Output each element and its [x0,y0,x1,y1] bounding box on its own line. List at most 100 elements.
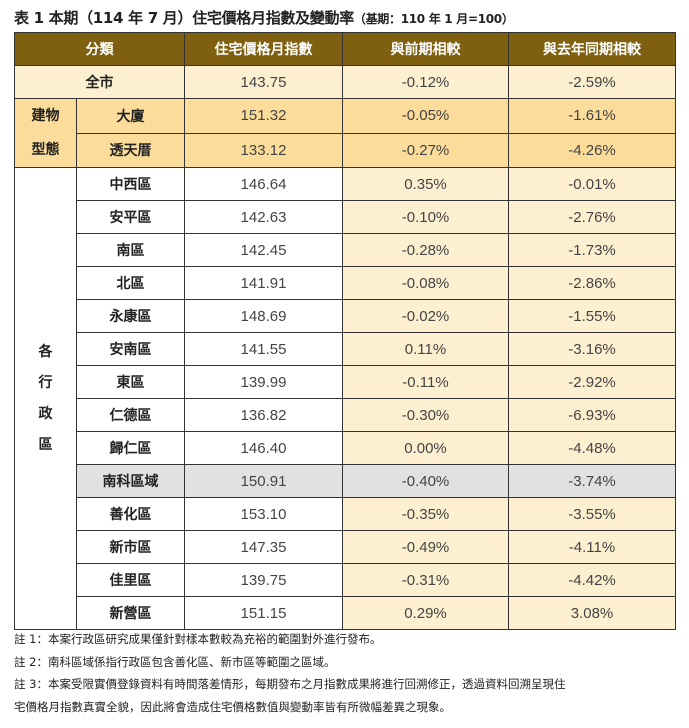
mom-value: 0.00% [342,431,509,465]
header-index: 住宅價格月指數 [184,32,343,66]
table-row: 建物型態 大廈 151.32 -0.05% -1.61% [14,98,676,168]
yoy-value: -3.55% [508,497,676,531]
row-name: 透天厝 [76,132,185,168]
yoy-value: -3.74% [508,464,676,498]
yoy-value: -3.16% [508,332,676,366]
index-value: 136.82 [184,398,343,432]
building-type-group-label: 建物 型態 [14,98,77,168]
row-name: 安平區 [76,200,185,234]
mom-value: -0.35% [342,497,509,531]
yoy-value: -1.73% [508,233,676,267]
table-row: 透天厝 133.12 -0.27% -4.26% [15,132,676,168]
row-name: 東區 [76,365,185,399]
header-yoy: 與去年同期相較 [508,32,676,66]
group-label-line: 型態 [31,142,60,158]
index-value: 142.63 [184,200,343,234]
mom-value: 0.29% [342,596,509,630]
row-name: 全市 [14,65,185,99]
header-category: 分類 [14,32,185,66]
mom-value: -0.11% [342,365,509,399]
table-row: 各行政區中西區 146.64 0.35% -0.01% [14,167,676,630]
row-name: 善化區 [76,497,185,531]
table-row: 仁德區 136.82 -0.30% -6.93% [15,398,676,432]
index-value: 139.99 [184,365,343,399]
yoy-value: -2.76% [508,200,676,234]
yoy-value: -4.26% [508,132,676,168]
yoy-value: -2.59% [508,65,676,99]
footnote: 宅價格月指數真實全貌，因此將會造成住宅價格數值與變動率皆有所微幅差異之現象。 [14,699,451,714]
row-name: 新營區 [76,596,185,630]
mom-value: -0.10% [342,200,509,234]
yoy-value: -4.48% [508,431,676,465]
footnotes: 註 1：本案行政區研究成果僅針對樣本數較為充裕的範圍對外進行發布。 註 2：南科… [14,628,684,718]
table-row: 南區 142.45 -0.28% -1.73% [15,233,676,267]
yoy-value: -0.01% [508,167,676,201]
title-base-period: （基期：110 年 1 月=100） [353,12,514,26]
table-row: 善化區 153.10 -0.35% -3.55% [15,497,676,531]
group-label-char: 區 [38,436,53,453]
mom-value: -0.05% [342,98,509,134]
mom-value: -0.40% [342,464,509,498]
table-row: 佳里區 139.75 -0.31% -4.42% [15,563,676,597]
index-value: 147.35 [184,530,343,564]
yoy-value: -4.42% [508,563,676,597]
mom-value: -0.12% [342,65,509,99]
district-group-label: 各行政區 [14,167,77,630]
index-value: 139.75 [184,563,343,597]
table-title: 表 1 本期（114 年 7 月）住宅價格月指數及變動率（基期：110 年 1 … [14,7,514,28]
index-value: 133.12 [184,132,343,168]
row-name: 仁德區 [76,398,185,432]
footnote: 註 2：南科區域係指行政區包含善化區、新市區等範圍之區域。 [14,654,336,669]
index-value: 146.40 [184,431,343,465]
mom-value: 0.35% [342,167,509,201]
row-name: 北區 [76,266,185,300]
table-row: 新市區 147.35 -0.49% -4.11% [15,530,676,564]
row-name: 佳里區 [76,563,185,597]
index-value: 141.91 [184,266,343,300]
mom-value: 0.11% [342,332,509,366]
mom-value: -0.30% [342,398,509,432]
mom-value: -0.02% [342,299,509,333]
mom-value: -0.08% [342,266,509,300]
index-value: 146.64 [184,167,343,201]
yoy-value: -6.93% [508,398,676,432]
mom-value: -0.49% [342,530,509,564]
table-row: 南科區域 150.91 -0.40% -3.74% [15,464,676,498]
mom-value: -0.31% [342,563,509,597]
group-label-char: 各 [38,343,53,360]
table-row: 安平區 142.63 -0.10% -2.76% [15,200,676,234]
row-name: 歸仁區 [76,431,185,465]
yoy-value: -1.55% [508,299,676,333]
group-label-line: 建物 [31,108,60,124]
table-row: 東區 139.99 -0.11% -2.92% [15,365,676,399]
index-value: 150.91 [184,464,343,498]
yoy-value: -4.11% [508,530,676,564]
index-value: 153.10 [184,497,343,531]
yoy-value: -2.86% [508,266,676,300]
row-name: 南區 [76,233,185,267]
price-index-table: 分類 住宅價格月指數 與前期相較 與去年同期相較 全市 143.75 -0.12… [14,32,676,630]
row-name: 大廈 [76,98,185,134]
footnote: 註 3：本案受限實價登錄資料有時間落差情形，每期發布之月指數成果將進行回溯修正，… [14,677,566,691]
yoy-value: -1.61% [508,98,676,134]
row-name: 新市區 [76,530,185,564]
index-value: 148.69 [184,299,343,333]
group-label-char: 行 [38,374,53,391]
mom-value: -0.27% [342,132,509,168]
table-row: 北區 141.91 -0.08% -2.86% [15,266,676,300]
row-name: 南科區域 [76,464,185,498]
row-name: 永康區 [76,299,185,333]
table-row: 永康區 148.69 -0.02% -1.55% [15,299,676,333]
header-mom: 與前期相較 [342,32,509,66]
group-label-char: 政 [38,405,53,422]
index-value: 141.55 [184,332,343,366]
footnote: 註 1：本案行政區研究成果僅針對樣本數較為充裕的範圍對外進行發布。 [14,632,382,646]
yoy-value: 3.08% [508,596,676,630]
index-value: 151.32 [184,98,343,134]
table-row: 歸仁區 146.40 0.00% -4.48% [15,431,676,465]
table-row: 安南區 141.55 0.11% -3.16% [15,332,676,366]
index-value: 151.15 [184,596,343,630]
row-name: 中西區 [76,167,185,201]
title-main: 表 1 本期（114 年 7 月）住宅價格月指數及變動率 [14,9,354,27]
table-row-overall: 全市 143.75 -0.12% -2.59% [14,65,676,99]
